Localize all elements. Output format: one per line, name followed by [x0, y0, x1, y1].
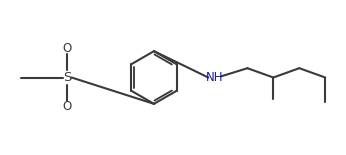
Text: O: O [63, 42, 72, 55]
Text: S: S [63, 71, 72, 84]
Text: O: O [63, 100, 72, 113]
Text: NH: NH [206, 71, 223, 84]
